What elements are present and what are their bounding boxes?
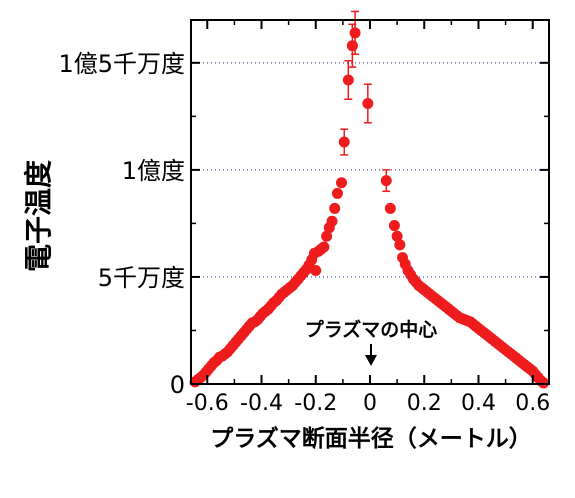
x-tick-label: 0.4 (461, 391, 496, 416)
data-point (384, 202, 396, 214)
grid-lines (191, 62, 549, 278)
data-point (329, 202, 341, 214)
data-point (326, 215, 338, 227)
data-point (331, 187, 343, 199)
data-point (380, 175, 392, 187)
data-point (346, 40, 358, 52)
data-point (362, 98, 374, 110)
data-point (321, 230, 333, 242)
y-tick-label: 1億5千万度 (58, 50, 185, 78)
annotation-arrow (365, 344, 377, 366)
data-point (349, 27, 361, 39)
data-point (338, 136, 350, 148)
x-axis-label: プラズマ断面半径（メートル） (210, 425, 532, 452)
data-point (310, 265, 322, 277)
data-points (189, 10, 550, 389)
x-tick-label: -0.6 (186, 391, 229, 416)
y-tick-label: 5千万度 (98, 264, 185, 292)
y-tick-label: 1億度 (122, 157, 185, 185)
x-tick-label: 0 (363, 391, 377, 416)
axis-ticks (191, 20, 549, 385)
y-axis-label: 電子温度 (22, 160, 55, 272)
data-point (391, 230, 403, 242)
data-point (394, 239, 406, 251)
data-point (538, 377, 550, 389)
data-point (336, 177, 348, 189)
x-tick-label: 0.6 (515, 391, 550, 416)
x-tick-label: -0.2 (294, 391, 337, 416)
tick-labels: 0 5千万度 1億度 1億5千万度 -0.6 -0.4 -0.2 0 0.2 0.4 0.6 (58, 50, 550, 416)
data-point (318, 241, 330, 253)
y-tick-label: 0 (170, 371, 185, 399)
data-point (342, 74, 354, 86)
x-tick-label: 0.2 (407, 391, 442, 416)
x-tick-label: -0.4 (240, 391, 283, 416)
data-point (388, 220, 400, 232)
annotation-label: プラズマの中心 (305, 318, 438, 341)
